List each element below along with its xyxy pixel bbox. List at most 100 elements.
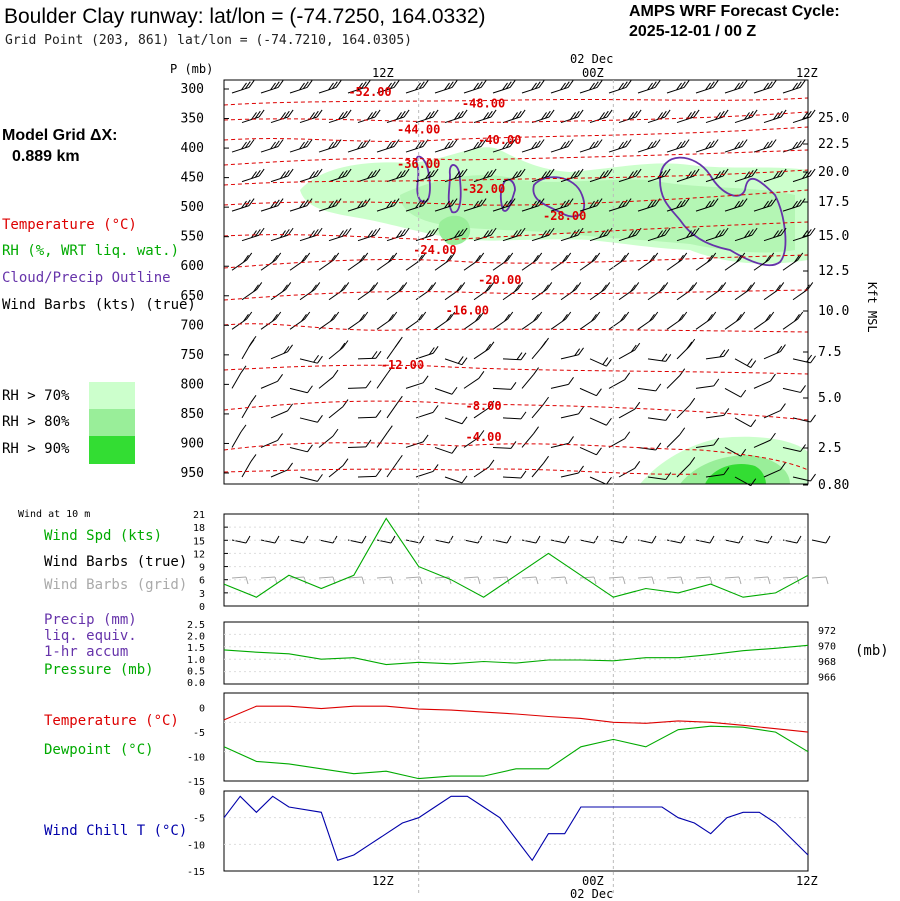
wind-barb-staff <box>753 380 771 389</box>
wind-barb <box>763 462 786 478</box>
grid-wind-barb-flag <box>390 576 394 585</box>
wind-barb-staff <box>521 86 540 94</box>
wind-barb-flag <box>428 169 435 178</box>
wind-barb <box>434 252 456 271</box>
wind-barb-flag <box>341 169 348 178</box>
wind-barb <box>579 139 603 153</box>
wind-barb-staff <box>405 441 424 448</box>
wind-barb-flag <box>718 169 725 178</box>
wind-barb-flag <box>360 199 367 208</box>
wind-barb-flag <box>568 377 574 385</box>
wind-barb-staff <box>502 234 521 242</box>
wind-barb-staff <box>357 175 376 183</box>
wind-barb-flag <box>628 230 634 238</box>
wind-barb-flag <box>475 313 481 322</box>
wind-barb-flag <box>664 227 671 236</box>
wind-barb-flag <box>705 200 711 209</box>
wind-barb <box>676 227 700 242</box>
wind-barb-staff <box>676 463 691 478</box>
wind-barb-flag <box>720 282 727 290</box>
wind-barb-flag <box>311 284 317 293</box>
grid-wind-barb-flag <box>245 576 249 585</box>
wind-barb-flag <box>386 200 392 209</box>
wind-barb <box>695 311 717 330</box>
top-tick-12z-a: 12Z <box>372 66 394 80</box>
wind-barb-flag <box>451 446 458 454</box>
wind-barb-staff <box>357 475 377 478</box>
wind-barb <box>589 168 613 183</box>
temperature-contour <box>223 289 809 301</box>
wind-barb <box>560 168 584 183</box>
wind-barb-flag <box>723 349 730 357</box>
wind-barb-staff <box>473 466 490 478</box>
wind-barb <box>734 417 757 428</box>
wind-barb-flag <box>635 168 642 177</box>
wind-barb-staff <box>434 387 453 395</box>
wind-barb-flag <box>399 169 406 178</box>
wind-barb-staff <box>270 175 289 183</box>
wind-barb-flag <box>254 169 261 178</box>
wind-barb <box>647 227 671 242</box>
wind-barb-flag <box>520 470 527 479</box>
wind-barb-flag <box>328 82 334 91</box>
wind-barb-flag <box>722 227 729 236</box>
wind-barb-staff <box>550 383 569 389</box>
wind-barb-flag <box>567 80 574 88</box>
pressure-tick-label: 350 <box>181 112 204 127</box>
wind-barb-flag <box>750 419 757 427</box>
wind-barb-flag <box>740 448 747 457</box>
wind-barb <box>676 397 696 419</box>
wind-barb-flag <box>618 82 624 91</box>
wind-barb-flag <box>449 252 456 261</box>
wind-barb-flag <box>723 467 730 475</box>
wind-barb-staff <box>415 175 434 183</box>
grid-wind-barb-staff <box>231 576 247 579</box>
rh-shading <box>300 147 808 484</box>
wind-barb-staff <box>318 435 334 448</box>
pressure-tick-label: 800 <box>181 377 204 392</box>
wind-barb <box>492 80 516 94</box>
accum-label: 1-hr accum <box>44 644 129 660</box>
wind-barb-flag <box>480 198 487 206</box>
wind-barb-flag <box>740 389 747 398</box>
wind-barb-flag <box>461 357 468 365</box>
wind-barb-flag <box>810 355 816 364</box>
wind-barb-staff <box>695 86 714 94</box>
wind-barb-flag <box>357 200 363 209</box>
wind-barb <box>260 374 283 389</box>
wind-barb <box>318 139 342 153</box>
wind-barb-staff <box>444 476 463 484</box>
wind-barb-flag <box>536 311 543 320</box>
wind-barb-flag <box>309 171 315 179</box>
surface-wind-barb-staff <box>434 539 450 544</box>
wind-barb-flag <box>422 375 429 384</box>
wind-barb-staff <box>434 86 453 94</box>
wind-barb <box>473 459 495 478</box>
wind-barb-staff <box>328 406 344 419</box>
wind-barb-flag <box>332 428 339 437</box>
wind-barb-flag <box>624 431 631 440</box>
wind-barb-flag <box>422 80 429 88</box>
surface-wind-barb <box>608 535 628 544</box>
wind-barb-flag <box>275 311 282 320</box>
wind-barb-flag <box>277 374 283 382</box>
pressure-tick-label: 450 <box>181 171 204 186</box>
wind-barb-flag <box>596 388 602 396</box>
wind-barb-flag <box>766 140 773 149</box>
wind-barb-flag <box>282 284 288 293</box>
height-tick-label: 15.0 <box>818 229 849 244</box>
wind-barb-flag <box>360 81 367 89</box>
wind-barb-flag <box>766 199 773 208</box>
wind-barb-flag <box>476 81 483 89</box>
wind-barb <box>260 311 282 330</box>
wind-barb-flag <box>533 426 539 434</box>
wind-barb-flag <box>602 110 609 119</box>
wind-barb <box>270 344 293 360</box>
wind-barb-staff <box>492 387 512 390</box>
wind-barb-flag <box>420 252 427 261</box>
surface-wind-barb <box>695 535 715 544</box>
wind-barb <box>666 427 686 448</box>
wind-chill-tick-label: -15 <box>187 867 205 878</box>
wind-barb-flag <box>473 82 479 91</box>
wind-barb-flag <box>573 169 580 178</box>
